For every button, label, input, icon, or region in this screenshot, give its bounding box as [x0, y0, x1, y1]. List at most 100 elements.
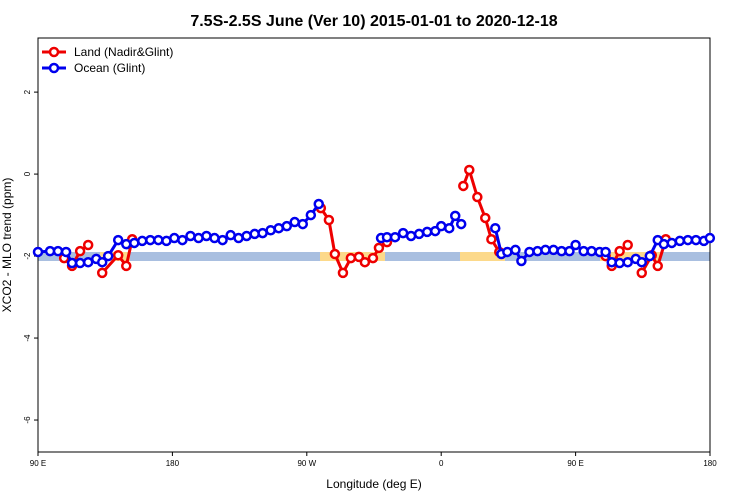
ocean-band [130, 252, 320, 261]
point [323, 214, 335, 226]
point [121, 238, 132, 250]
y-tick-label: 0 [23, 171, 32, 176]
y-tick-label: -6 [23, 416, 32, 424]
point [564, 245, 575, 257]
point [169, 232, 180, 244]
point [112, 234, 124, 246]
point [458, 180, 469, 192]
point [96, 267, 108, 279]
point [636, 256, 648, 268]
ocean-band [660, 252, 710, 261]
point [658, 238, 670, 250]
point [532, 245, 543, 257]
point [435, 220, 447, 232]
x-tick-label: 180 [703, 459, 717, 468]
point [421, 226, 433, 238]
point [674, 235, 686, 247]
point [600, 246, 611, 258]
point [622, 239, 633, 251]
point [472, 191, 483, 203]
point [289, 216, 300, 228]
point [486, 234, 497, 245]
ocean-band [385, 252, 460, 261]
y-tick-label: -2 [23, 252, 32, 260]
chart-title: 7.5S-2.5S June (Ver 10) 2015-01-01 to 20… [190, 13, 557, 30]
point [74, 245, 86, 257]
y-tick-label: 2 [23, 89, 32, 94]
legend-marker [48, 46, 60, 58]
point [217, 234, 228, 246]
legend-label: Ocean (Glint) [74, 61, 145, 75]
x-tick-label: 0 [439, 459, 444, 468]
point [273, 222, 284, 234]
point [570, 239, 581, 251]
x-tick-label: 90 E [30, 459, 46, 468]
point [96, 256, 108, 268]
point [510, 244, 521, 256]
point [153, 234, 164, 246]
y-tick-label: -4 [23, 334, 32, 342]
point [201, 230, 212, 242]
point [209, 232, 220, 244]
point [305, 209, 317, 221]
point [652, 260, 663, 272]
point [313, 198, 324, 210]
point [405, 230, 417, 242]
legend: Land (Nadir&Glint) Ocean (Glint) [42, 45, 173, 75]
point [185, 230, 196, 242]
ocean-band [505, 252, 600, 261]
legend-marker [48, 62, 60, 74]
point [644, 250, 656, 262]
point [112, 249, 124, 261]
point [367, 252, 379, 264]
point [455, 218, 467, 230]
point [359, 256, 371, 268]
point [337, 267, 349, 279]
land-band [600, 252, 660, 261]
point [516, 255, 527, 267]
point [540, 244, 551, 256]
point [329, 248, 341, 260]
point [32, 246, 44, 258]
land-band [460, 252, 505, 261]
point [233, 232, 244, 244]
point [502, 246, 513, 258]
point [381, 231, 393, 243]
point [389, 231, 401, 243]
x-tick-label: 90 W [297, 459, 316, 468]
point [74, 257, 86, 269]
point [136, 235, 148, 247]
point [82, 256, 94, 268]
x-axis-label: Longitude (deg E) [326, 477, 421, 491]
point [82, 239, 94, 251]
point [52, 245, 64, 257]
point [524, 246, 535, 258]
point [257, 227, 268, 239]
point [636, 267, 648, 279]
legend-label: Land (Nadir&Glint) [74, 45, 173, 59]
point [373, 242, 385, 254]
point [704, 232, 716, 244]
point [281, 220, 293, 232]
point [464, 164, 475, 176]
y-axis-label: XCO2 - MLO trend (ppm) [0, 178, 14, 313]
x-tick-label: 180 [166, 459, 180, 468]
plot-frame [37, 37, 711, 453]
point [413, 228, 425, 240]
point [444, 222, 455, 234]
point [145, 234, 156, 246]
point [480, 212, 491, 224]
point [614, 257, 625, 269]
point [60, 246, 72, 258]
point [345, 252, 357, 264]
point [66, 257, 78, 269]
point [614, 245, 625, 257]
point [682, 234, 694, 246]
point [449, 210, 461, 222]
point [297, 218, 309, 230]
point [666, 237, 678, 249]
point [102, 250, 114, 262]
point [177, 234, 188, 246]
x-tick-label: 90 E [567, 459, 583, 468]
